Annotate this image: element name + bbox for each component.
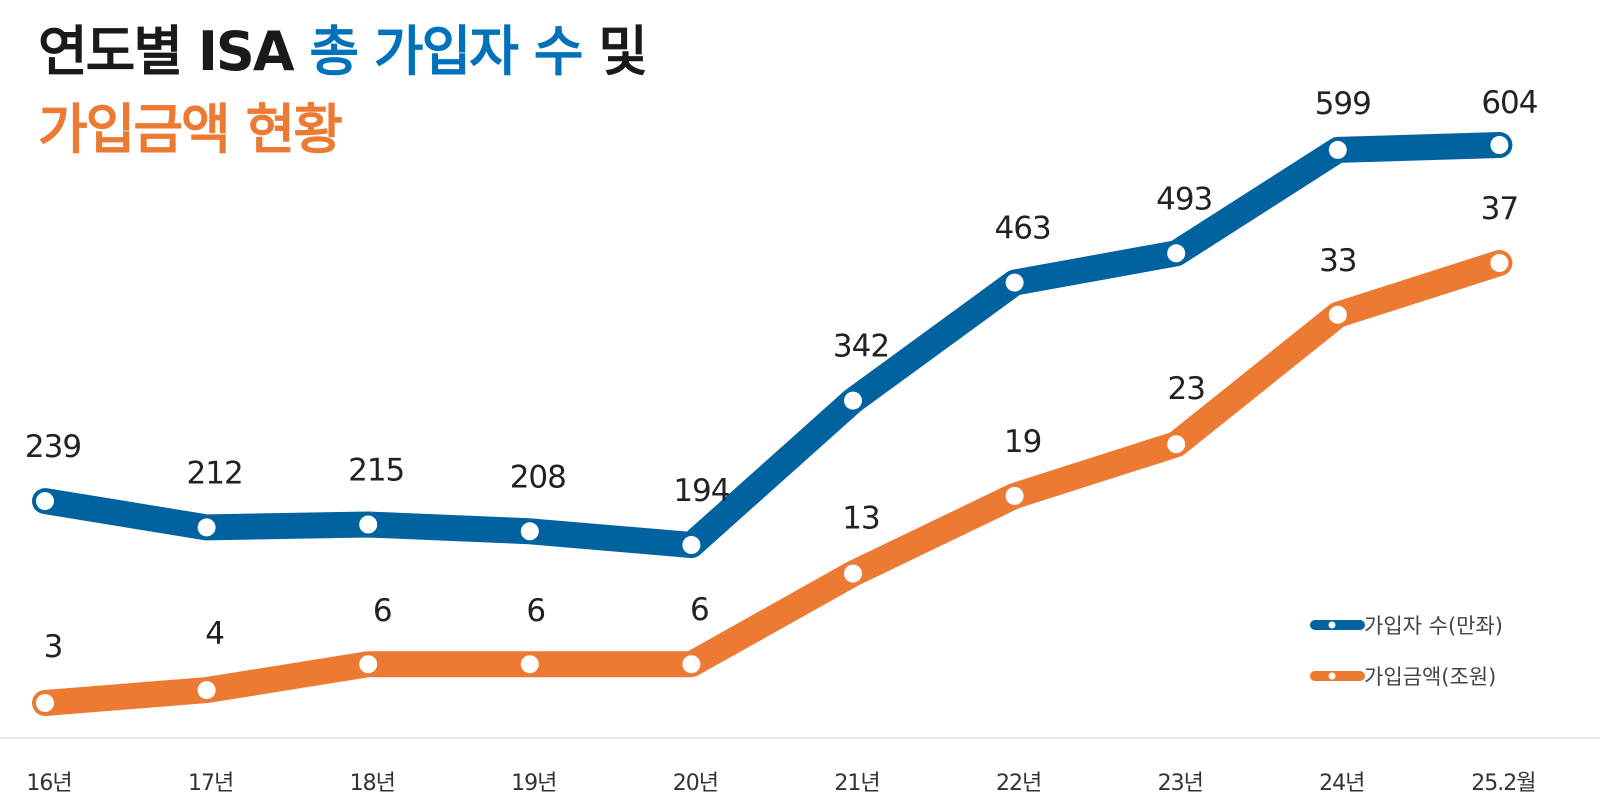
- subscribers-point-6: [1005, 273, 1024, 292]
- x-tick-label-2: 18년: [350, 771, 395, 796]
- subscribers-value-label-6: 463: [995, 211, 1051, 247]
- amount-value-label-8: 33: [1319, 243, 1356, 279]
- subscribers-point-5: [844, 391, 862, 410]
- chart-title-line2: 가입금액 현황: [38, 98, 342, 161]
- amount-series-line: [32, 250, 1513, 716]
- legend: 가입자 수(만좌) 가입금액(조원): [1310, 614, 1503, 689]
- subscribers-point-0: [36, 492, 54, 511]
- amount-point-7: [1167, 435, 1186, 454]
- amount-value-label-7: 23: [1167, 371, 1204, 407]
- subscribers-point-3: [520, 522, 539, 541]
- title-line2-part-0: 가입금액 현황: [38, 98, 342, 161]
- legend-label-subscribers: 가입자 수(만좌): [1364, 614, 1503, 638]
- title-line1-part-2: 및: [581, 20, 645, 83]
- chart-title-line1: 연도별 ISA 총 가입자 수 및: [38, 20, 646, 83]
- legend-label-amount: 가입금액(조원): [1364, 665, 1496, 689]
- subscribers-point-4: [682, 536, 701, 554]
- subscribers-point-8: [1328, 140, 1347, 159]
- amount-value-label-1: 4: [205, 616, 224, 652]
- amount-value-label-6: 19: [1004, 424, 1041, 460]
- subscribers-point-9: [1490, 136, 1509, 154]
- subscribers-value-label-8: 599: [1315, 86, 1371, 122]
- legend-swatch-dot-amount: [1328, 672, 1336, 680]
- subscribers-value-label-5: 342: [833, 329, 889, 365]
- x-tick-label-5: 21년: [834, 771, 879, 796]
- subscribers-value-label-1: 212: [187, 455, 243, 491]
- series-layer: [32, 132, 1513, 716]
- x-tick-label-0: 16년: [26, 771, 71, 796]
- amount-value-label-2: 6: [373, 593, 392, 629]
- value-labels: 239 212 215 208 194 342 463 493 599 604 3 4 6 6 6 13 19 2…: [25, 85, 1539, 665]
- amount-value-label-5: 13: [842, 501, 879, 537]
- amount-point-0: [36, 694, 54, 712]
- subscribers-series-line: [32, 132, 1513, 558]
- amount-point-4: [682, 655, 701, 674]
- legend-swatch-dot-subscribers: [1328, 621, 1336, 629]
- amount-point-8: [1328, 305, 1347, 324]
- x-tick-labels: 16년 17년 18년 19년 20년 21년 22년 23년 24년 25.2월: [26, 771, 1536, 796]
- amount-value-label-3: 6: [526, 593, 545, 629]
- amount-value-label-0: 3: [44, 629, 63, 665]
- x-tick-label-1: 17년: [188, 771, 233, 796]
- amount-value-label-4: 6: [690, 592, 709, 628]
- x-tick-label-9: 25.2월: [1471, 771, 1535, 796]
- amount-point-1: [197, 681, 216, 700]
- subscribers-value-label-0: 239: [25, 429, 81, 465]
- title-line1-part-0: 연도별 ISA: [38, 20, 309, 83]
- x-tick-label-4: 20년: [673, 771, 718, 796]
- subscribers-point-2: [359, 515, 378, 534]
- title-line1-part-1: 총 가입자 수: [309, 20, 581, 83]
- x-tick-label-7: 23년: [1158, 771, 1203, 796]
- x-tick-label-6: 22년: [996, 771, 1041, 796]
- subscribers-point-7: [1167, 244, 1186, 263]
- x-tick-label-3: 19년: [511, 771, 556, 796]
- amount-point-2: [359, 655, 378, 674]
- x-tick-label-8: 24년: [1319, 771, 1364, 796]
- amount-point-3: [520, 655, 539, 674]
- amount-point-9: [1490, 254, 1509, 272]
- subscribers-value-label-3: 208: [510, 459, 566, 495]
- subscribers-value-label-4: 194: [673, 473, 729, 509]
- subscribers-value-label-9: 604: [1481, 85, 1537, 121]
- amount-point-6: [1005, 486, 1024, 505]
- amount-value-label-9: 37: [1481, 191, 1518, 227]
- subscribers-point-1: [197, 518, 216, 537]
- subscribers-value-label-7: 493: [1156, 181, 1212, 217]
- amount-point-5: [844, 564, 862, 583]
- subscribers-value-label-2: 215: [348, 453, 404, 489]
